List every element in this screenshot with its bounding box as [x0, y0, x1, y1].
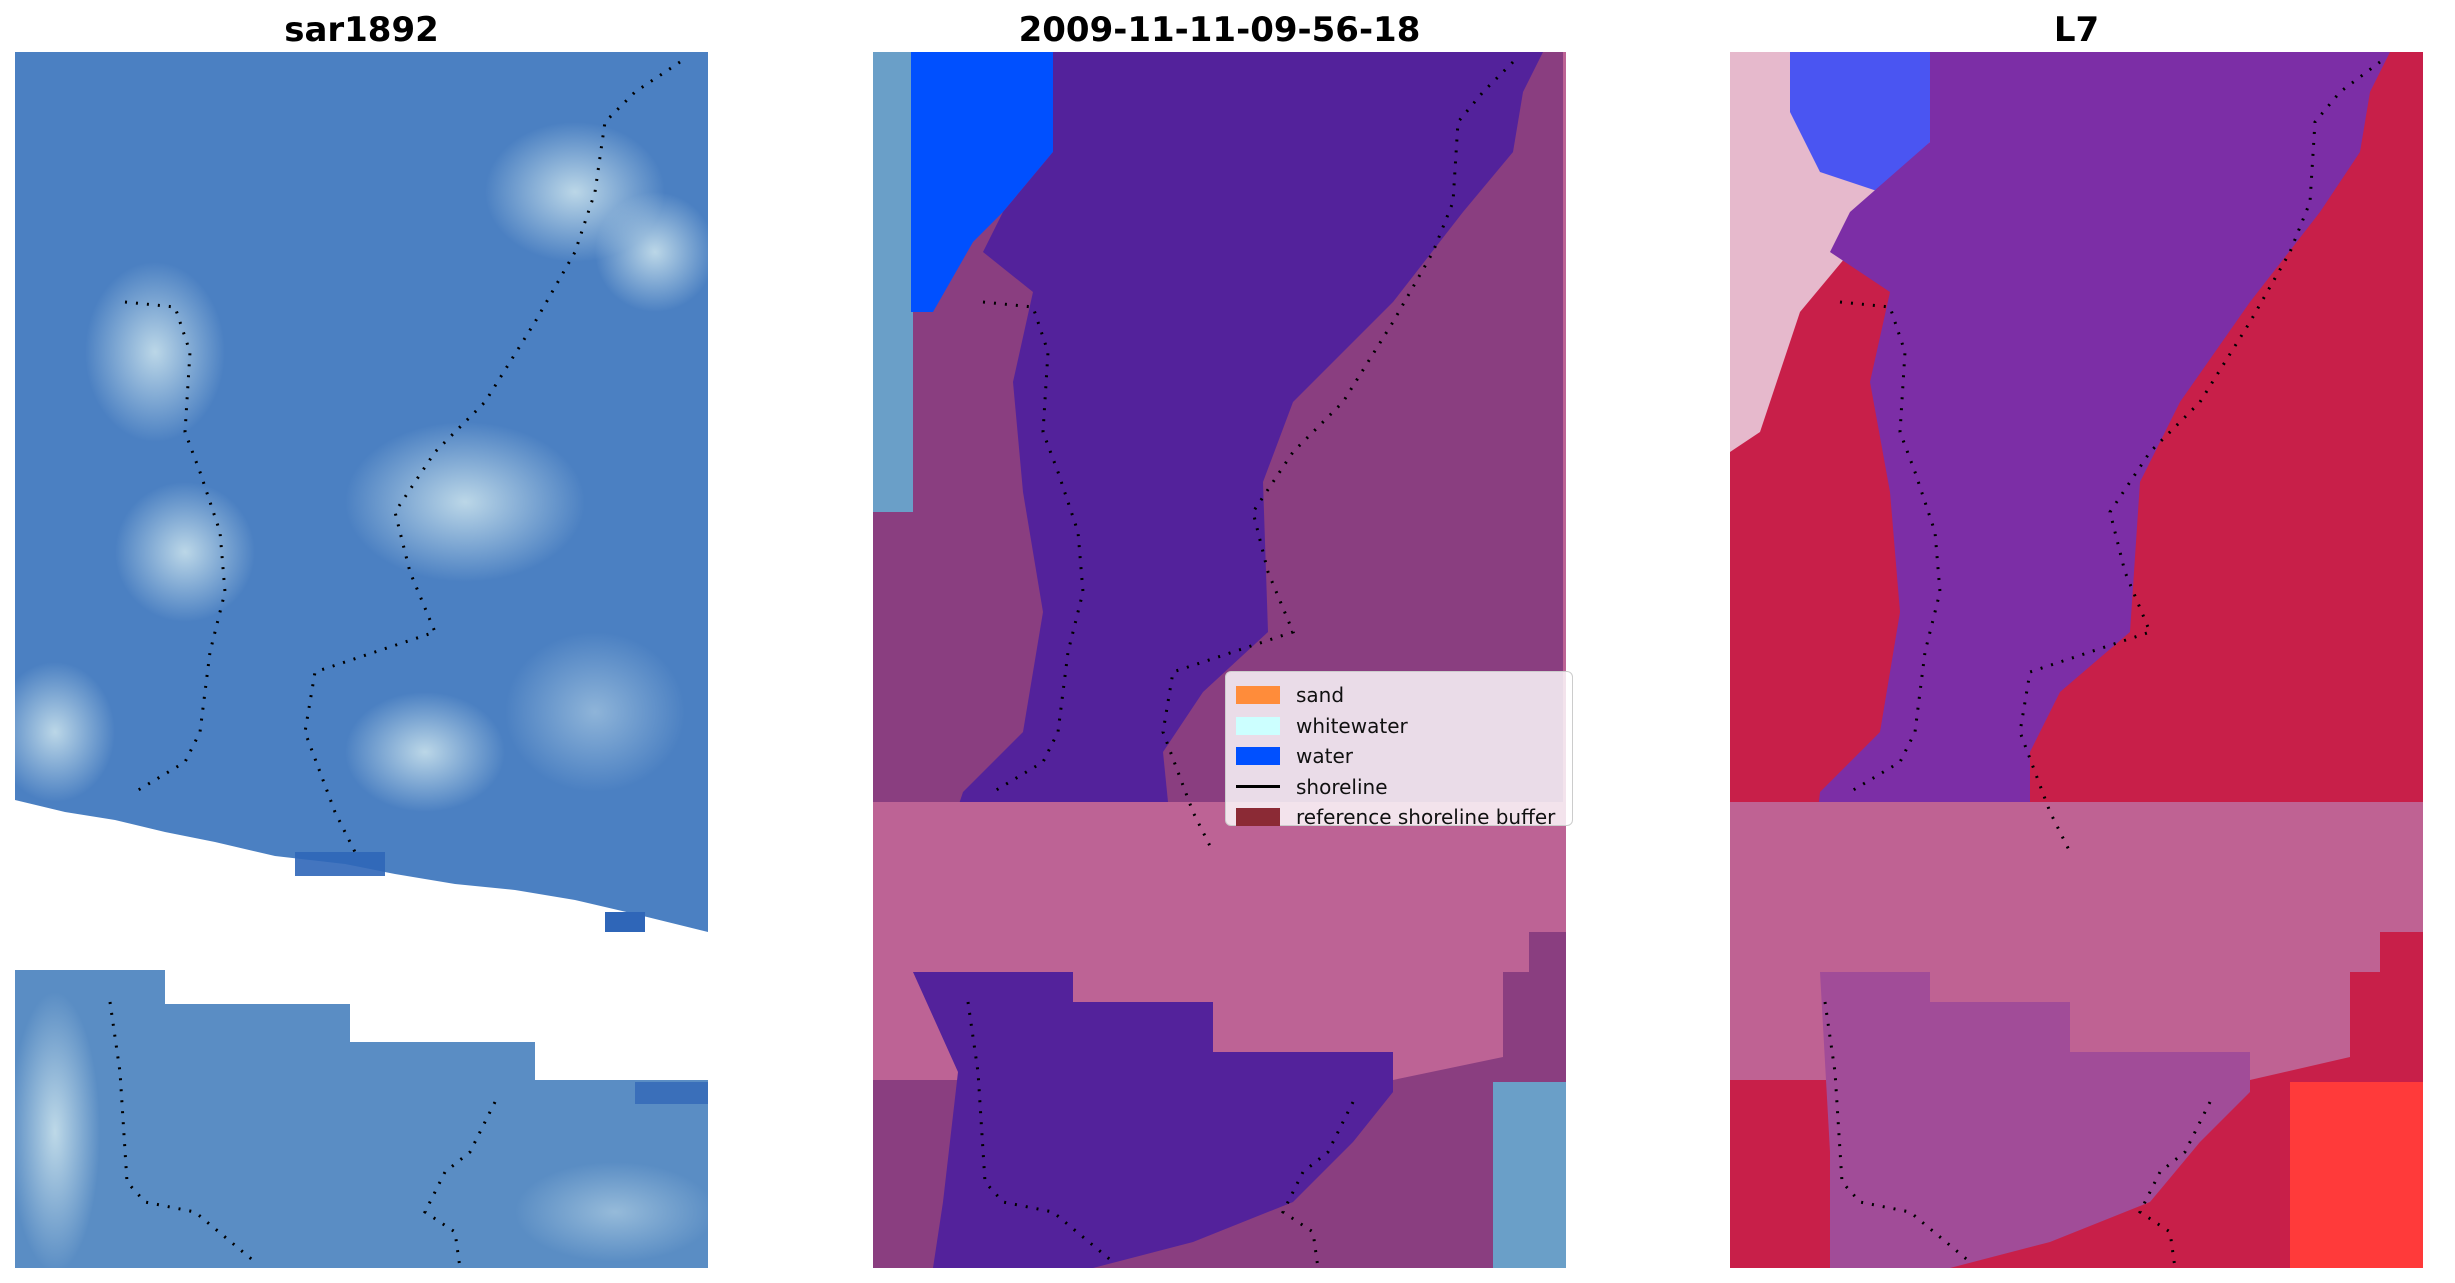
image-l7: [1730, 52, 2423, 1268]
legend-item-shoreline: shoreline: [1236, 772, 1562, 803]
legend-label-sand: sand: [1296, 683, 1345, 708]
panel-title-l7: L7: [2053, 10, 2100, 50]
legend-label-shoreline: shoreline: [1296, 774, 1388, 799]
legend-swatch-sand: [1236, 686, 1280, 705]
legend-swatch-water: [1236, 747, 1280, 766]
panel-title-sar: sar1892: [284, 10, 439, 50]
legend-label-buffer: reference shoreline buffer: [1296, 805, 1556, 830]
panel-classified: 2009-11-11-09-56-18: [873, 0, 1566, 1283]
classified-image-svg: [873, 52, 1566, 1268]
legend-label-whitewater: whitewater: [1296, 713, 1408, 738]
legend-item-buffer: reference shoreline buffer: [1236, 802, 1562, 833]
legend-item-water: water: [1236, 741, 1562, 772]
legend-label-water: water: [1296, 744, 1353, 769]
image-sar: [15, 52, 708, 1268]
legend-swatch-whitewater: [1236, 716, 1280, 735]
panel-sar: sar1892: [15, 0, 708, 1283]
panel-title-date: 2009-11-11-09-56-18: [1018, 10, 1421, 50]
legend-item-whitewater: whitewater: [1236, 711, 1562, 742]
image-classified: [873, 52, 1566, 1268]
sar-image-svg: [15, 52, 708, 1268]
legend-line-shoreline: [1236, 785, 1280, 789]
legend-swatch-buffer: [1236, 808, 1280, 827]
panel-l7: L7: [1730, 0, 2423, 1283]
legend-item-sand: sand: [1236, 680, 1562, 711]
legend: sand whitewater water shoreline referenc…: [1225, 671, 1573, 829]
l7-image-svg: [1730, 52, 2423, 1268]
